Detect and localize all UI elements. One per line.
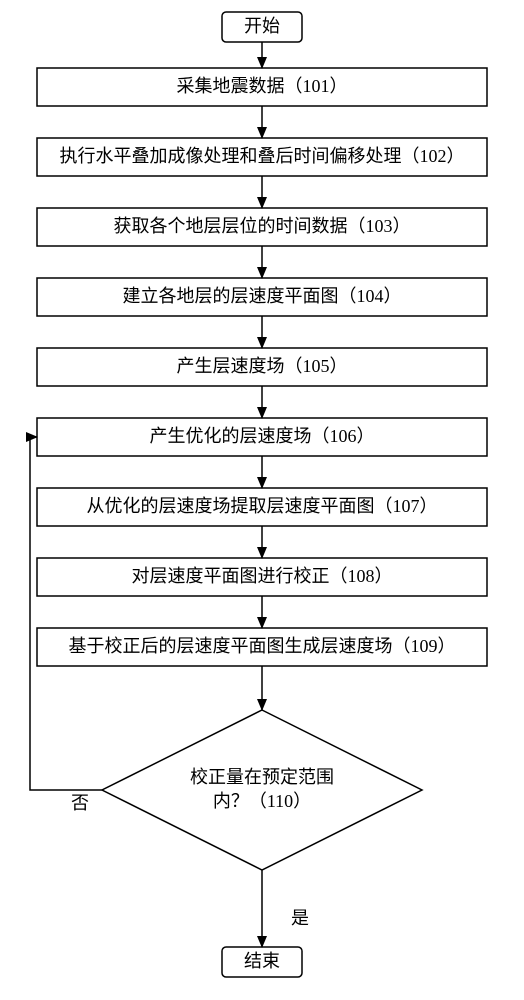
n103-label: 获取各个地层层位的时间数据（103） (114, 216, 411, 236)
n108-label: 对层速度平面图进行校正（108） (132, 566, 393, 586)
n101-label: 采集地震数据（101） (177, 76, 348, 96)
n110-label-0: 校正量在预定范围 (190, 767, 334, 787)
n110-label-1: 内？（110） (213, 791, 311, 811)
flowchart-canvas: 开始采集地震数据（101） 执行水平叠加成像处理和叠后时间偏移处理（102） 获取各… (0, 0, 524, 1000)
edge-label-n110-end: 是 (291, 908, 309, 928)
n109-label: 基于校正后的层速度平面图生成层速度场（109） (69, 636, 456, 656)
n106-label: 产生优化的层速度场（106） (150, 426, 375, 446)
n104-label: 建立各地层的层速度平面图（104） (123, 286, 402, 306)
end-label: 结束 (244, 951, 280, 971)
n102-label: 执行水平叠加成像处理和叠后时间偏移处理（102） (60, 146, 465, 166)
n107-label: 从优化的层速度场提取层速度平面图（107） (87, 496, 438, 516)
edge-label-n110-n106: 否 (71, 793, 89, 813)
n110-diamond (102, 710, 422, 870)
n105-label: 产生层速度场（105） (177, 356, 348, 376)
start-label: 开始 (244, 16, 280, 36)
